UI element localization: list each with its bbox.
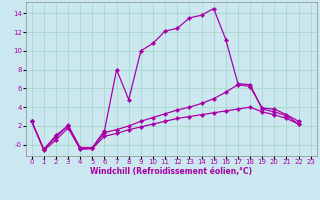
X-axis label: Windchill (Refroidissement éolien,°C): Windchill (Refroidissement éolien,°C)	[90, 167, 252, 176]
